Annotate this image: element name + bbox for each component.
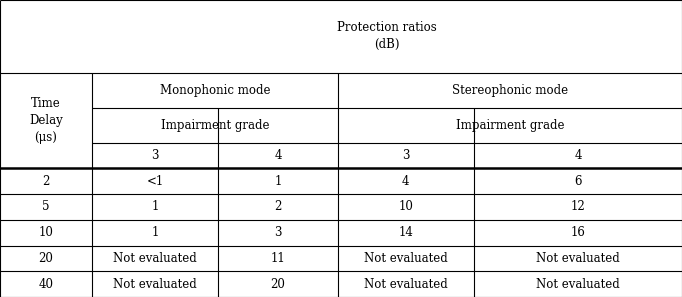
Text: Impairment grade: Impairment grade [456, 119, 564, 132]
Text: 3: 3 [402, 149, 409, 162]
Text: Not evaluated: Not evaluated [113, 252, 197, 265]
Text: 3: 3 [274, 226, 282, 239]
Text: 14: 14 [398, 226, 413, 239]
Text: 1: 1 [151, 226, 159, 239]
Text: Time
Delay
(μs): Time Delay (μs) [29, 97, 63, 144]
Text: Impairment grade: Impairment grade [160, 119, 269, 132]
Text: 4: 4 [274, 149, 282, 162]
Text: Not evaluated: Not evaluated [364, 278, 447, 291]
Text: 10: 10 [39, 226, 53, 239]
Text: Protection ratios
(dB): Protection ratios (dB) [337, 21, 437, 51]
Text: Not evaluated: Not evaluated [364, 252, 447, 265]
Text: 1: 1 [274, 175, 282, 187]
Text: 12: 12 [571, 200, 585, 213]
Text: 5: 5 [42, 200, 50, 213]
Text: 1: 1 [151, 200, 159, 213]
Text: 20: 20 [39, 252, 53, 265]
Text: Monophonic mode: Monophonic mode [160, 84, 270, 97]
Text: Stereophonic mode: Stereophonic mode [451, 84, 568, 97]
Text: Not evaluated: Not evaluated [536, 252, 620, 265]
Text: 4: 4 [574, 149, 582, 162]
Text: 11: 11 [271, 252, 285, 265]
Text: 2: 2 [274, 200, 282, 213]
Text: 10: 10 [398, 200, 413, 213]
Text: 2: 2 [42, 175, 50, 187]
Text: 6: 6 [574, 175, 582, 187]
Text: 40: 40 [39, 278, 53, 291]
Text: Not evaluated: Not evaluated [536, 278, 620, 291]
Text: 3: 3 [151, 149, 159, 162]
Text: 16: 16 [571, 226, 585, 239]
Text: Not evaluated: Not evaluated [113, 278, 197, 291]
Text: 20: 20 [271, 278, 285, 291]
Text: 4: 4 [402, 175, 409, 187]
Text: <1: <1 [147, 175, 164, 187]
